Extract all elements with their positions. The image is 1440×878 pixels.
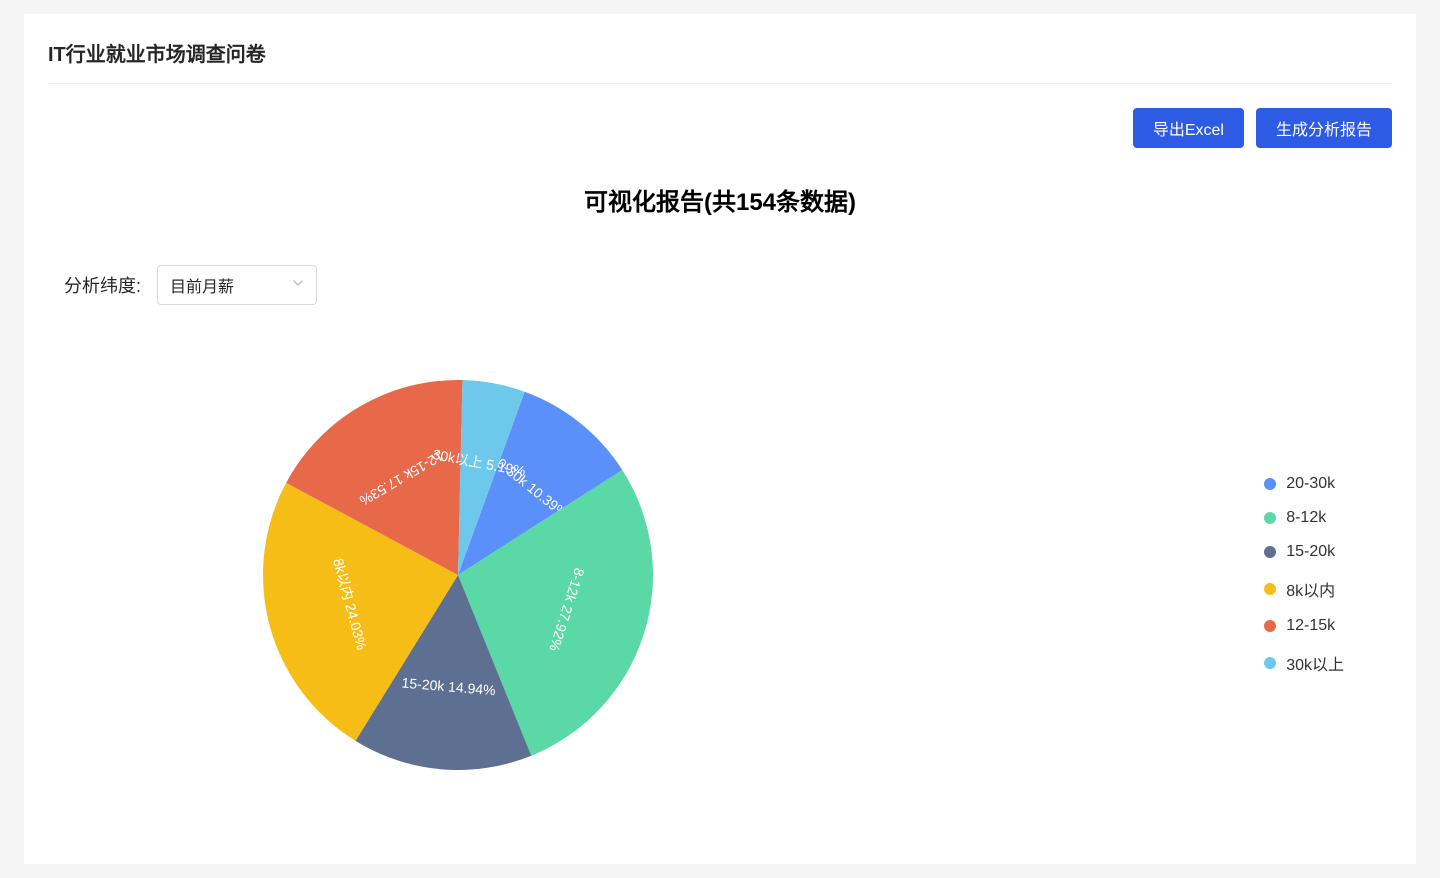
legend-label: 8-12k <box>1286 509 1326 527</box>
legend-dot-icon <box>1264 478 1276 490</box>
page-title: IT行业就业市场调查问卷 <box>48 38 1392 84</box>
chart-row: 20-30k 10.39%8-12k 27.92%15-20k 14.94%8k… <box>48 365 1392 785</box>
pie-chart: 20-30k 10.39%8-12k 27.92%15-20k 14.94%8k… <box>158 365 758 785</box>
dimension-select-value: 目前月薪 <box>170 273 234 297</box>
legend-label: 15-20k <box>1286 543 1335 561</box>
pie-chart-container: 20-30k 10.39%8-12k 27.92%15-20k 14.94%8k… <box>48 365 868 785</box>
dimension-label: 分析纬度: <box>64 272 141 298</box>
toolbar: 导出Excel 生成分析报告 <box>48 108 1392 148</box>
legend-item[interactable]: 8-12k <box>1264 509 1344 527</box>
chart-legend: 20-30k 8-12k 15-20k 8k以内 12-15k 30k以上 <box>1264 475 1344 675</box>
export-excel-button[interactable]: 导出Excel <box>1133 108 1244 148</box>
legend-dot-icon <box>1264 583 1276 595</box>
legend-dot-icon <box>1264 620 1276 632</box>
chevron-down-icon <box>292 276 304 294</box>
generate-report-button[interactable]: 生成分析报告 <box>1256 108 1392 148</box>
legend-item[interactable]: 8k以内 <box>1264 577 1344 601</box>
legend-label: 8k以内 <box>1286 577 1335 601</box>
legend-item[interactable]: 20-30k <box>1264 475 1344 493</box>
legend-label: 12-15k <box>1286 617 1335 635</box>
dimension-row: 分析纬度: 目前月薪 <box>64 265 1392 305</box>
report-card: IT行业就业市场调查问卷 导出Excel 生成分析报告 可视化报告(共154条数… <box>24 14 1416 864</box>
legend-item[interactable]: 12-15k <box>1264 617 1344 635</box>
legend-dot-icon <box>1264 546 1276 558</box>
report-title: 可视化报告(共154条数据) <box>48 182 1392 217</box>
legend-item[interactable]: 30k以上 <box>1264 651 1344 675</box>
dimension-select[interactable]: 目前月薪 <box>157 265 317 305</box>
legend-item[interactable]: 15-20k <box>1264 543 1344 561</box>
legend-label: 30k以上 <box>1286 651 1344 675</box>
legend-dot-icon <box>1264 512 1276 524</box>
legend-dot-icon <box>1264 657 1276 669</box>
legend-label: 20-30k <box>1286 475 1335 493</box>
